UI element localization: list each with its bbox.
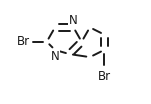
- Text: Br: Br: [17, 35, 30, 48]
- Text: Br: Br: [98, 71, 111, 84]
- Text: N: N: [51, 50, 59, 63]
- Text: N: N: [69, 14, 78, 27]
